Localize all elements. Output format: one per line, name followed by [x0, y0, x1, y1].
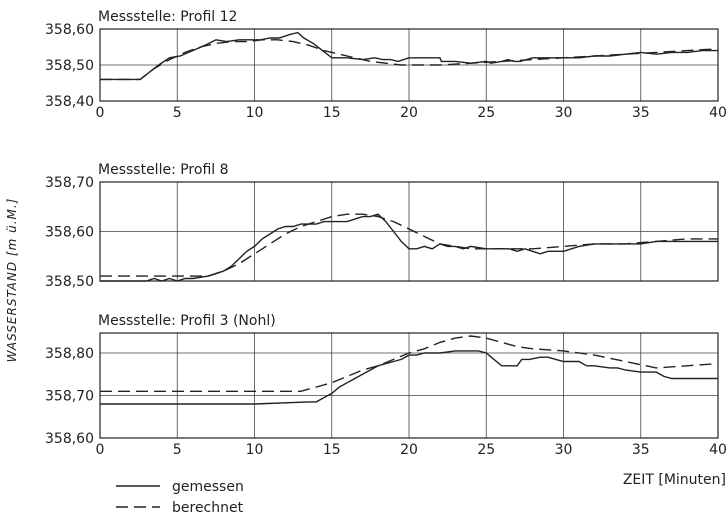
x-tick-label: 15: [323, 442, 341, 458]
y-tick-label: 358,80: [45, 346, 94, 362]
panel-title: Messstelle: Profil 3 (Nohl): [98, 313, 276, 329]
y-tick-label: 358,40: [45, 94, 94, 110]
panel-1: 358,40 358,50 358,60 0 5 10 15 20 25 30 35 40 Messst…: [45, 9, 727, 121]
legend: gemessen berechnet: [116, 479, 244, 515]
x-tick-label: 40: [709, 105, 727, 121]
panel-title: Messstelle: Profil 8: [98, 162, 229, 178]
y-tick-label: 358,70: [45, 389, 94, 405]
series-line-calculated: [100, 213, 718, 277]
y-tick-label: 358,60: [45, 22, 94, 38]
legend-label-measured: gemessen: [172, 479, 244, 495]
series-line-measured: [100, 213, 718, 282]
panel-frame: [99, 332, 719, 439]
series-line-measured: [100, 350, 718, 405]
x-tick-label: 20: [400, 105, 418, 121]
x-tick-label: 10: [246, 442, 264, 458]
x-tick-label: 5: [173, 442, 182, 458]
y-tick-label: 358,70: [45, 175, 94, 191]
x-tick-label: 0: [96, 105, 105, 121]
x-tick-label: 35: [632, 442, 650, 458]
x-tick-label: 25: [477, 105, 495, 121]
x-tick-label: 20: [400, 442, 418, 458]
x-tick-label: 5: [173, 105, 182, 121]
y-tick-label: 358,50: [45, 274, 94, 290]
y-axis-label: WASSERSTAND [m ü.M.]: [5, 198, 19, 363]
x-tick-label: 25: [477, 442, 495, 458]
y-tick-label: 358,60: [45, 225, 94, 241]
x-tick-label: 30: [555, 442, 573, 458]
panel-3: 358,60 358,70 358,80 0 5 10 15 20 25 30 35 40 Messst…: [45, 313, 727, 458]
y-tick-label: 358,50: [45, 58, 94, 74]
series-line-measured: [100, 31, 718, 81]
x-tick-label: 30: [555, 105, 573, 121]
x-tick-label: 0: [96, 442, 105, 458]
legend-label-calculated: berechnet: [172, 500, 244, 515]
x-axis-label: ZEIT [Minuten]: [623, 472, 726, 488]
series-line-calculated: [100, 335, 719, 392]
x-tick-label: 40: [709, 442, 727, 458]
series-line-calculated: [100, 39, 719, 81]
x-tick-label: 35: [632, 105, 650, 121]
x-tick-label: 10: [246, 105, 264, 121]
x-tick-label: 15: [323, 105, 341, 121]
panel-frame: [99, 181, 719, 282]
panel-frame: [99, 28, 719, 102]
panel-title: Messstelle: Profil 12: [98, 9, 237, 25]
y-tick-label: 358,60: [45, 431, 94, 447]
